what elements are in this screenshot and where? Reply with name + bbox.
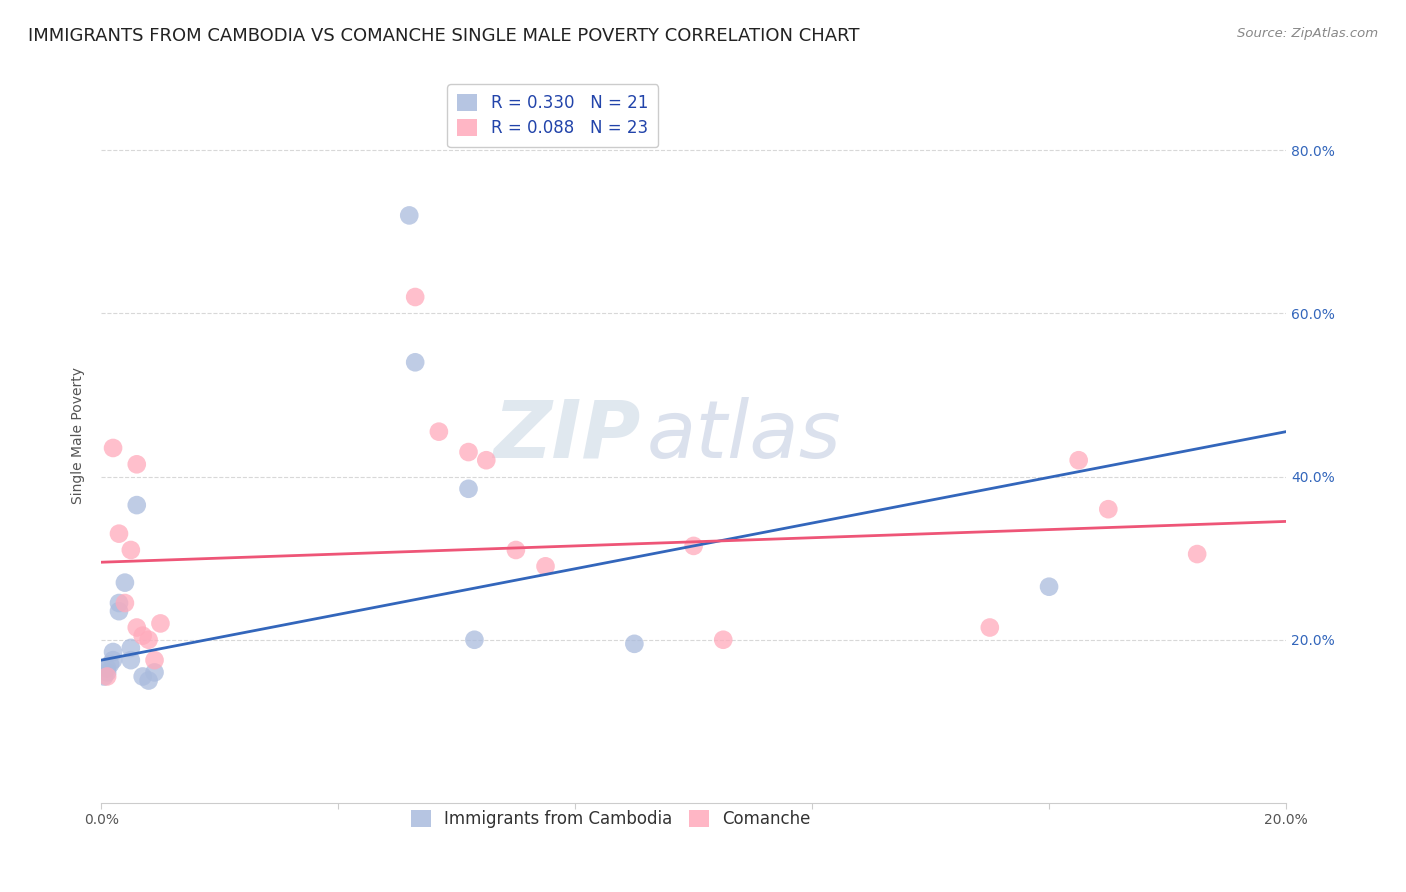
Point bbox=[979, 620, 1001, 634]
Point bbox=[98, 657, 121, 672]
Point bbox=[505, 543, 527, 558]
Y-axis label: Single Male Poverty: Single Male Poverty bbox=[72, 368, 86, 504]
Legend: Immigrants from Cambodia, Comanche: Immigrants from Cambodia, Comanche bbox=[404, 804, 817, 835]
Point bbox=[457, 482, 479, 496]
Point bbox=[457, 445, 479, 459]
Point bbox=[114, 575, 136, 590]
Point bbox=[143, 665, 166, 680]
Text: Source: ZipAtlas.com: Source: ZipAtlas.com bbox=[1237, 27, 1378, 40]
Point bbox=[120, 543, 142, 558]
Point bbox=[682, 539, 704, 553]
Point bbox=[138, 632, 160, 647]
Point bbox=[96, 669, 118, 683]
Point bbox=[398, 208, 420, 222]
Point bbox=[96, 661, 118, 675]
Point bbox=[1038, 580, 1060, 594]
Point bbox=[1097, 502, 1119, 516]
Point bbox=[93, 669, 115, 683]
Point bbox=[138, 673, 160, 688]
Point bbox=[125, 620, 148, 634]
Point bbox=[404, 355, 426, 369]
Point bbox=[143, 653, 166, 667]
Text: IMMIGRANTS FROM CAMBODIA VS COMANCHE SINGLE MALE POVERTY CORRELATION CHART: IMMIGRANTS FROM CAMBODIA VS COMANCHE SIN… bbox=[28, 27, 859, 45]
Point bbox=[125, 458, 148, 472]
Point bbox=[623, 637, 645, 651]
Point bbox=[711, 632, 734, 647]
Point bbox=[404, 290, 426, 304]
Point bbox=[120, 653, 142, 667]
Text: atlas: atlas bbox=[647, 397, 841, 475]
Point bbox=[108, 526, 131, 541]
Point bbox=[131, 669, 153, 683]
Point bbox=[149, 616, 172, 631]
Point bbox=[475, 453, 498, 467]
Point bbox=[120, 640, 142, 655]
Point bbox=[108, 596, 131, 610]
Point bbox=[427, 425, 450, 439]
Point bbox=[1067, 453, 1090, 467]
Point bbox=[463, 632, 485, 647]
Point bbox=[101, 645, 124, 659]
Point bbox=[101, 441, 124, 455]
Point bbox=[534, 559, 557, 574]
Point bbox=[108, 604, 131, 618]
Text: ZIP: ZIP bbox=[494, 397, 640, 475]
Point bbox=[125, 498, 148, 512]
Point bbox=[131, 629, 153, 643]
Point bbox=[101, 653, 124, 667]
Point bbox=[1185, 547, 1208, 561]
Point bbox=[114, 596, 136, 610]
Point bbox=[96, 665, 118, 680]
